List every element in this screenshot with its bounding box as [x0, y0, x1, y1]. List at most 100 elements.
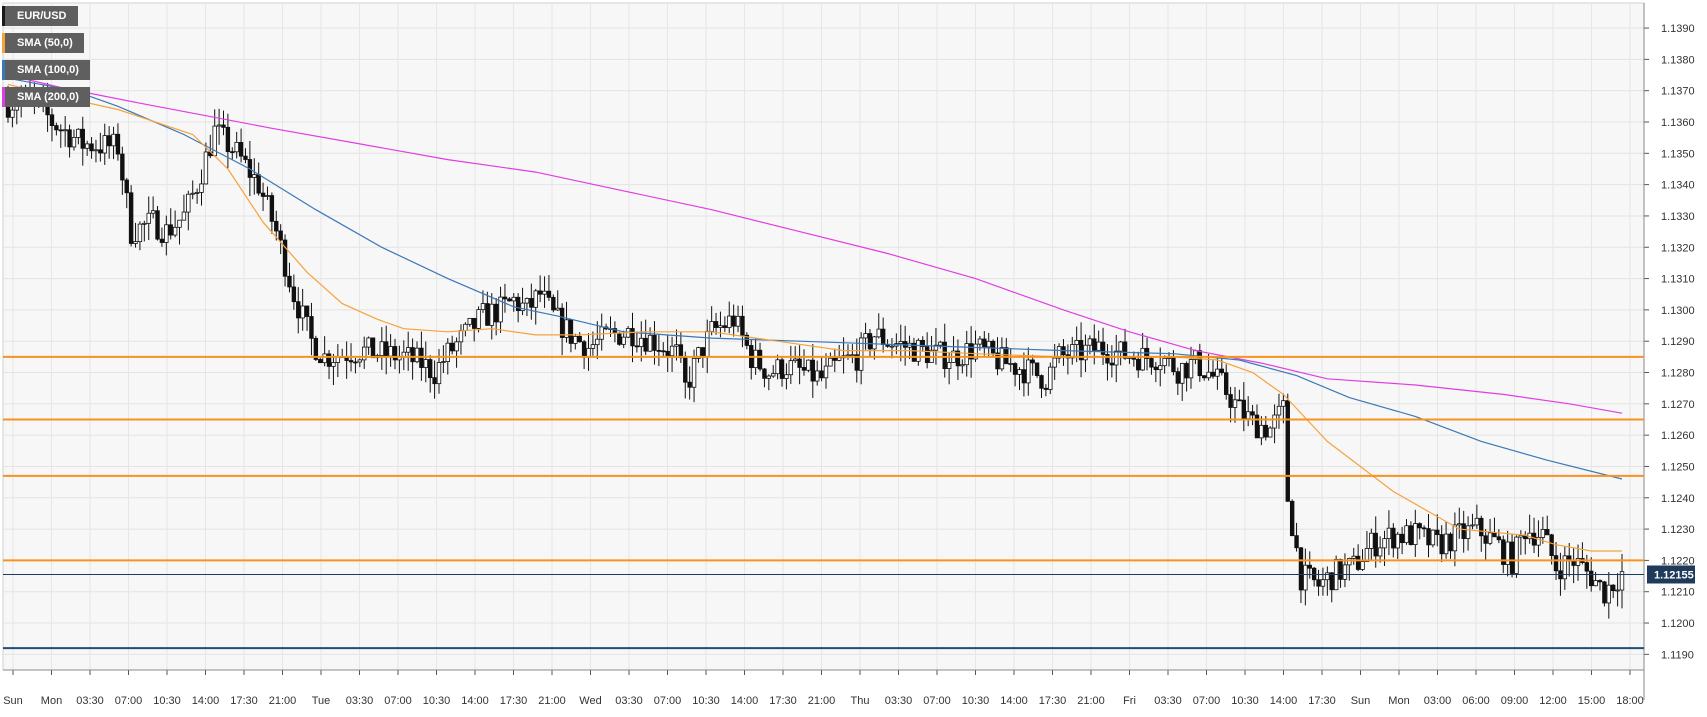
candle-body [639, 337, 644, 347]
candle-body [476, 309, 481, 329]
candle-body [1531, 532, 1537, 546]
candle-body [1162, 357, 1167, 367]
candle-body [1364, 548, 1370, 562]
x-tick-label: 14:00 [1270, 695, 1298, 707]
candle-body [190, 192, 195, 195]
x-tick-label: 14:00 [1000, 695, 1028, 707]
x-tick-label: 03:30 [1154, 695, 1182, 707]
candle-body [1298, 547, 1304, 591]
candle-body [551, 296, 556, 311]
candle-body [76, 128, 81, 138]
candle-body [656, 350, 662, 352]
candle-body [520, 302, 525, 312]
candle-body [1043, 387, 1049, 390]
candle-body [836, 357, 842, 361]
candle-body [489, 303, 494, 326]
candle-body [1303, 564, 1308, 591]
candle-body [1382, 538, 1387, 549]
candle-body [216, 124, 222, 127]
candle-body [964, 343, 969, 366]
candle-body [1377, 547, 1383, 557]
candle-body [1470, 524, 1475, 527]
candle-body [432, 377, 437, 385]
x-tick-label: 14:00 [461, 695, 489, 707]
x-tick-label: Mon [41, 695, 62, 707]
candle-body [1492, 532, 1497, 538]
candle-body [449, 342, 455, 352]
candle-body [326, 353, 332, 367]
candle-body [1219, 368, 1224, 374]
candle-body [753, 349, 758, 369]
candle-body [1210, 371, 1216, 377]
candle-body [406, 347, 411, 353]
candle-body [735, 315, 741, 327]
y-tick-label: 1.1320 [1661, 242, 1695, 254]
candle-body [968, 343, 974, 360]
candle-body [1395, 533, 1400, 549]
candle-body [1562, 555, 1568, 580]
y-tick-label: 1.1390 [1661, 23, 1695, 35]
candle-body [1518, 535, 1524, 538]
candle-body [744, 334, 750, 346]
x-tick-label: 21:00 [269, 695, 297, 707]
candle-body [1545, 529, 1550, 536]
candle-body [595, 338, 600, 346]
legend-swatch [2, 6, 5, 26]
candle-body [845, 354, 851, 357]
candle-body [1421, 527, 1427, 530]
candle-body [766, 375, 772, 379]
candle-body [1342, 564, 1348, 580]
candle-body [133, 241, 138, 244]
candle-body [1452, 524, 1458, 552]
candle-body [1417, 523, 1422, 529]
candle-body [665, 350, 670, 357]
candle-body [850, 354, 855, 357]
candle-body [823, 365, 829, 379]
candle-body [652, 334, 657, 351]
candle-body [366, 337, 371, 348]
candle-body [1004, 347, 1009, 365]
candle-body [537, 290, 543, 295]
candle-body [1267, 427, 1273, 438]
candle-body [555, 307, 560, 311]
candle-body [581, 341, 587, 358]
y-tick-label: 1.1300 [1661, 305, 1695, 317]
x-tick-label: Mon [1388, 695, 1409, 707]
x-tick-label: Thu [851, 695, 870, 707]
candle-body [634, 345, 640, 348]
candle-body [1320, 579, 1326, 587]
candle-body [485, 303, 490, 326]
candle-body [762, 368, 767, 379]
x-tick-label: 09:00 [1501, 695, 1529, 707]
candle-body [828, 357, 833, 367]
legend-item: SMA (100,0) [2, 60, 90, 80]
candle-body [700, 347, 706, 358]
candle-body [181, 211, 187, 221]
candle-body [1597, 580, 1603, 583]
candle-body [427, 359, 433, 379]
candle-body [858, 337, 864, 371]
legend-label: SMA (200,0) [5, 87, 90, 107]
candle-body [238, 142, 244, 157]
candle-body [1593, 580, 1598, 587]
chart-legend: EUR/USD SMA (50,0) SMA (100,0) SMA (200,0) [2, 6, 90, 107]
x-tick-label: 15:00 [1578, 695, 1606, 707]
candle-body [454, 341, 459, 352]
candle-body [757, 349, 763, 370]
candle-body [423, 359, 428, 368]
x-tick-label: 17:30 [1039, 695, 1067, 707]
candle-body [973, 343, 978, 360]
candle-body [683, 357, 688, 383]
candle-body [515, 296, 521, 312]
x-tick-label: 17:30 [1308, 695, 1336, 707]
candle-body [260, 192, 266, 197]
candle-body [150, 210, 156, 214]
candle-body [155, 210, 160, 240]
candle-body [1285, 400, 1290, 502]
candle-body [630, 328, 635, 347]
x-tick-label: 07:00 [115, 695, 143, 707]
candle-body [586, 347, 591, 358]
candle-body [1021, 369, 1027, 384]
candle-body [1197, 350, 1203, 377]
candle-body [1514, 536, 1519, 574]
